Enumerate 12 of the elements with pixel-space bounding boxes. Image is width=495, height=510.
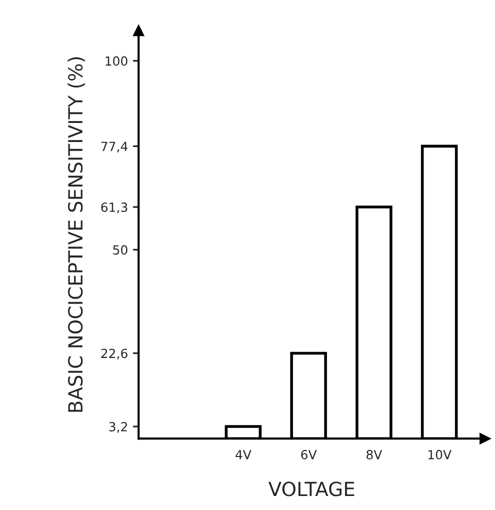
x-tick-label: 10V	[428, 450, 452, 460]
y-tick-label: 50	[113, 245, 128, 255]
y-axis-title: BASIC NOCICEPTIVE SENSITIVITY (%)	[68, 57, 85, 412]
x-axis-title: VOLTAGE	[268, 482, 354, 496]
y-tick-label: 61,3	[101, 202, 128, 214]
x-tick-label: 8V	[366, 450, 382, 460]
x-tick-label: 4V	[236, 450, 252, 460]
y-tick-label: 100	[106, 56, 128, 66]
y-tick-label: 22,6	[101, 348, 128, 360]
y-tick-label: 3,2	[109, 422, 127, 433]
x-tick-label: 6V	[301, 450, 317, 460]
y-tick-label: 77,4	[101, 142, 128, 152]
